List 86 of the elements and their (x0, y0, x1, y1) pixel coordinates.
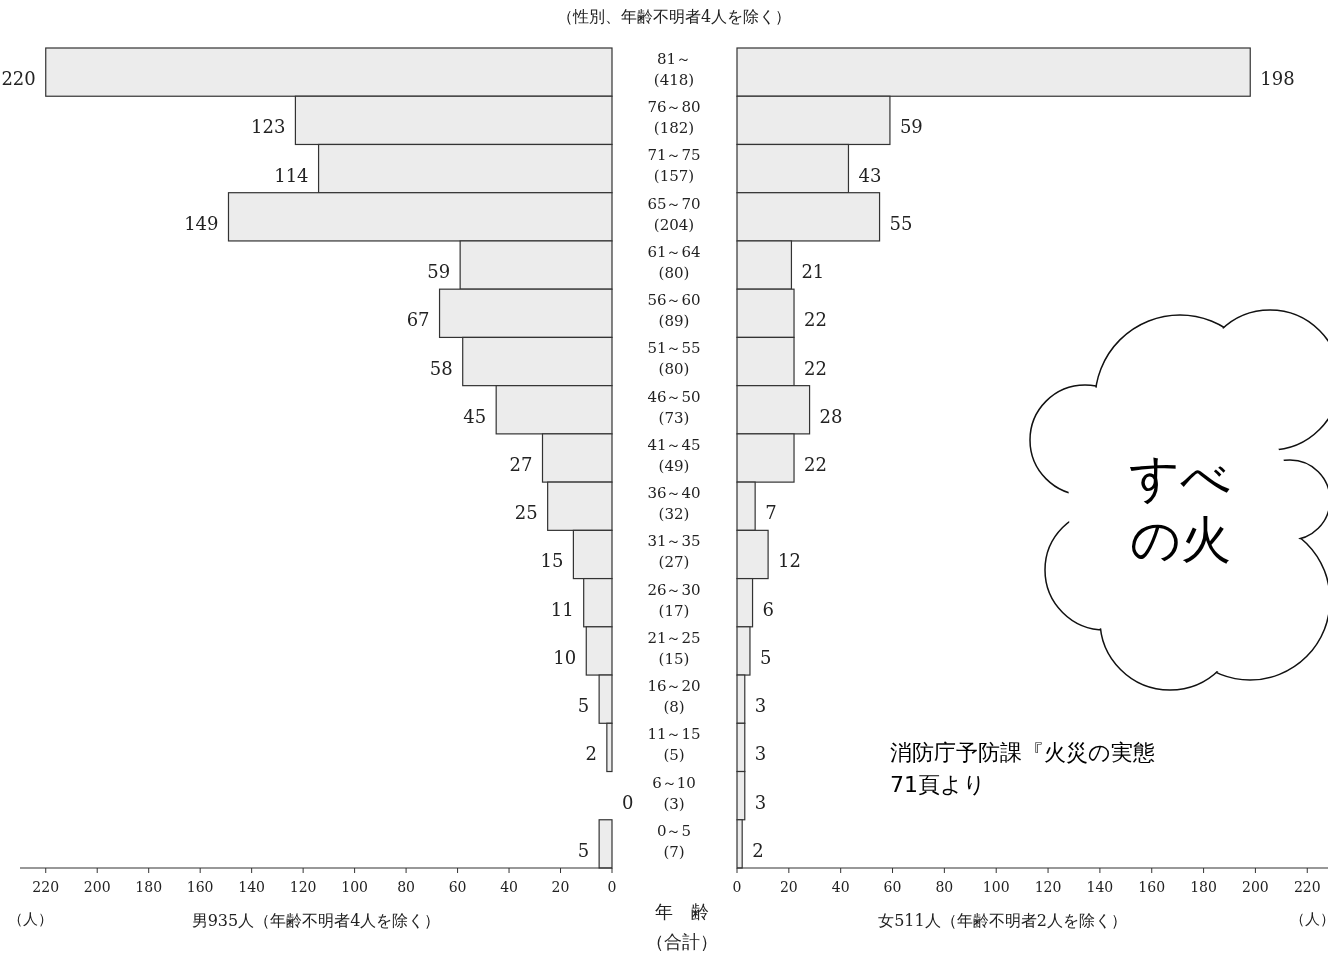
annotation: 消防庁予防課『火災の実態 (890, 740, 1155, 765)
y-tick-label: 81～ (418) (653, 50, 695, 89)
text: （合計） (646, 931, 718, 952)
data-label: 3 (754, 695, 767, 717)
data-label: 59 (427, 261, 451, 283)
x-tick-label: 220 (1293, 879, 1321, 895)
x-tick-label: 80 (935, 879, 954, 895)
x-tick-label: 60 (448, 879, 467, 895)
data-label: 198 (1260, 68, 1295, 90)
x-tick-label: 180 (135, 879, 163, 895)
x-tick-label: 0 (732, 879, 742, 895)
data-label: 5 (577, 695, 590, 717)
y-tick-label: 11～15 (5) (647, 725, 701, 765)
data-label: 3 (754, 743, 767, 765)
y-tick-label: 6～10 (3) (652, 773, 696, 813)
text: （人） (8, 910, 53, 928)
data-label: 58 (429, 357, 453, 379)
x-tick-label: 0 (607, 879, 617, 895)
x-tick-label: 120 (289, 879, 317, 895)
x-tick-label: 40 (500, 879, 518, 895)
x-tick-label: 60 (883, 879, 902, 895)
data-label: 5 (577, 839, 590, 861)
x-tick-label: 200 (1242, 879, 1269, 895)
y-tick-label: 26～30 (17) (647, 580, 701, 620)
x-axis-title: 男935人（年齢不明者4人を除く） (191, 911, 441, 930)
y-tick-label: 56～60 (89) (647, 291, 701, 331)
data-label: 67 (406, 309, 430, 331)
x-tick-label: 100 (982, 879, 1010, 895)
data-label: 3 (754, 791, 767, 813)
data-label: 28 (819, 405, 843, 427)
y-tick-label: 51～55 (80) (647, 339, 701, 379)
data-label: 25 (514, 502, 538, 524)
x-tick-label: 140 (238, 879, 266, 895)
y-tick-label: 31～35 (27) (647, 532, 701, 572)
data-label: 59 (899, 116, 923, 138)
data-label: 6 (762, 598, 775, 620)
x-tick-label: 120 (1034, 879, 1062, 895)
data-label: 149 (184, 212, 219, 234)
data-label: 22 (804, 309, 827, 331)
y-tick-label: 16～20 (8) (647, 677, 701, 717)
data-label: 45 (463, 405, 487, 427)
x-tick-label: 160 (186, 879, 214, 895)
data-label: 11 (550, 598, 574, 620)
data-label: 7 (765, 502, 777, 524)
y-tick-label: 71～75 (157) (647, 146, 701, 186)
y-tick-label: 36～40 (32) (647, 484, 701, 524)
data-label: 5 (759, 646, 772, 668)
text: （性別、年齢不明者4人を除く） (556, 7, 792, 26)
data-label: 10 (553, 646, 577, 668)
data-label: 2 (752, 839, 764, 861)
x-tick-label: 80 (397, 879, 415, 895)
data-label: 55 (889, 212, 913, 234)
y-tick-label: 61～64 (80) (647, 242, 701, 282)
y-tick-label: 0～5 (7) (656, 821, 692, 861)
y-tick-label: 76～80 (182) (647, 98, 701, 138)
y-axis-title: 年 齢 (655, 901, 709, 922)
x-tick-label: 20 (551, 879, 570, 895)
data-label: 114 (274, 164, 309, 186)
data-label: 22 (804, 454, 827, 475)
x-tick-label: 40 (831, 879, 850, 895)
text: （人） (1290, 910, 1328, 928)
x-axis-title: 女511人（年齢不明者2人を除く） (878, 911, 1127, 930)
x-tick-label: 100 (341, 879, 368, 895)
data-label: 43 (858, 164, 882, 186)
data-label: 220 (1, 68, 36, 90)
x-tick-label: 180 (1190, 879, 1217, 895)
data-label: 15 (540, 550, 564, 572)
annotation: の火 (1129, 511, 1231, 569)
data-label: 123 (251, 116, 286, 138)
annotation: すべ (1129, 449, 1231, 507)
data-label: 2 (585, 743, 597, 765)
x-tick-label: 140 (1086, 879, 1114, 895)
x-tick-label: 20 (779, 879, 798, 895)
y-tick-label: 21～25 (15) (647, 628, 701, 668)
x-tick-label: 200 (83, 879, 111, 895)
y-tick-label: 65～70 (204) (647, 194, 701, 234)
x-tick-label: 220 (32, 879, 60, 895)
data-label: 0 (622, 791, 634, 813)
y-tick-label: 41～45 (49) (647, 435, 701, 475)
x-tick-label: 160 (1138, 879, 1166, 895)
data-label: 21 (801, 261, 825, 283)
data-label: 22 (804, 357, 827, 379)
annotation: 71頁より (890, 772, 986, 797)
y-tick-label: 46～50 (73) (647, 387, 701, 427)
data-label: 12 (778, 550, 802, 572)
data-label: 27 (509, 454, 533, 475)
